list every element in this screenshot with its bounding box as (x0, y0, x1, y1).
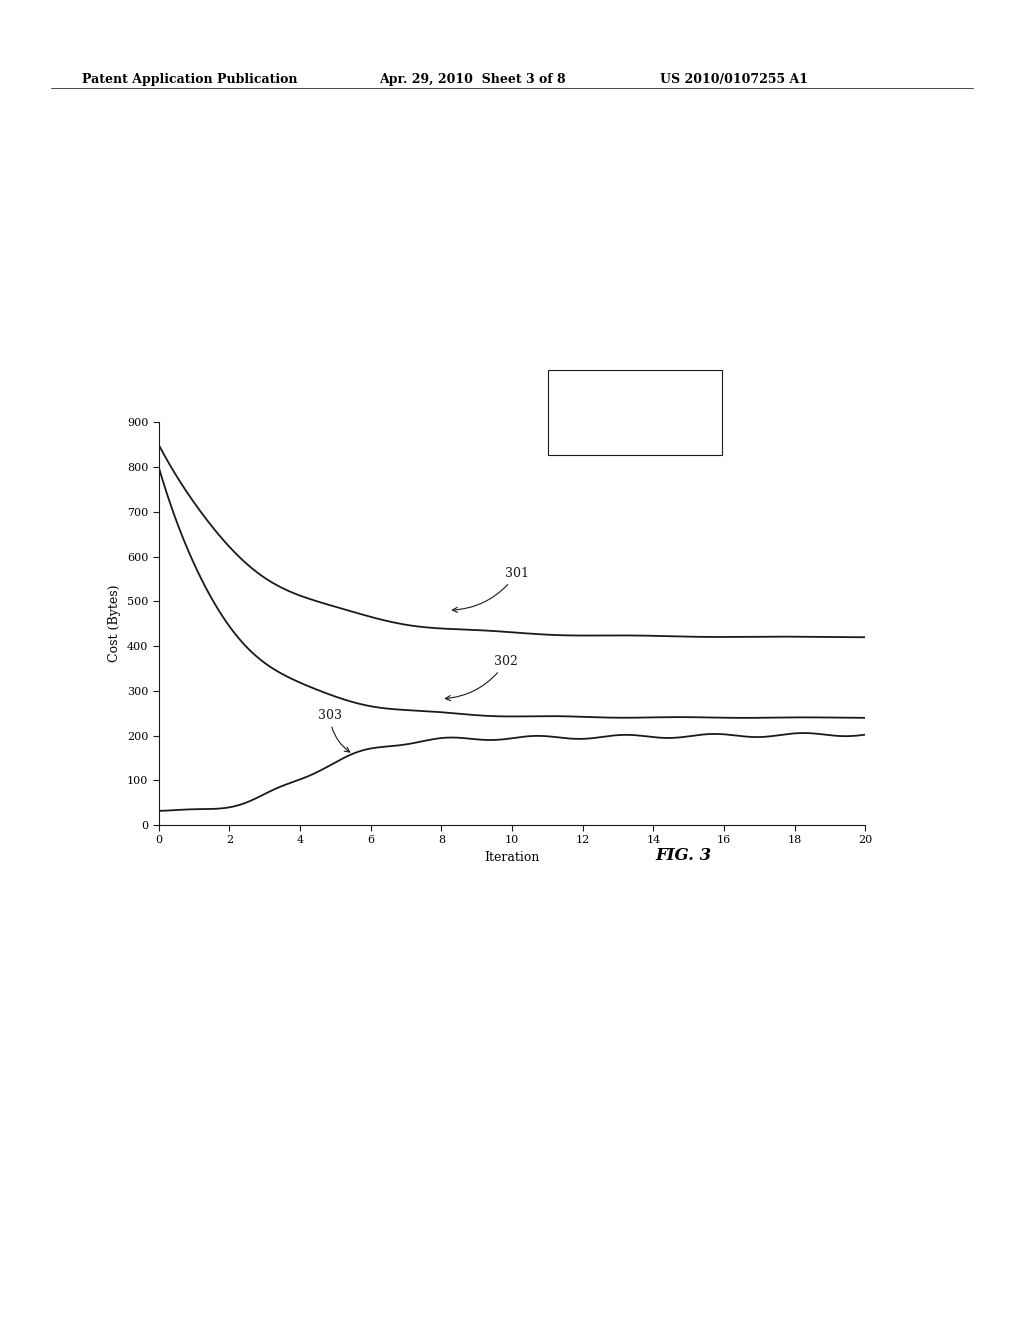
Text: Patent Application Publication: Patent Application Publication (82, 73, 297, 86)
Text: Apr. 29, 2010  Sheet 3 of 8: Apr. 29, 2010 Sheet 3 of 8 (379, 73, 565, 86)
X-axis label: Iteration: Iteration (484, 851, 540, 865)
Text: 303: 303 (317, 709, 350, 752)
Y-axis label: Cost (Bytes): Cost (Bytes) (109, 585, 122, 663)
Text: 302: 302 (445, 655, 518, 701)
Text: FIG. 3: FIG. 3 (655, 847, 712, 865)
Text: US 2010/0107255 A1: US 2010/0107255 A1 (660, 73, 809, 86)
Text: 301: 301 (453, 566, 529, 612)
